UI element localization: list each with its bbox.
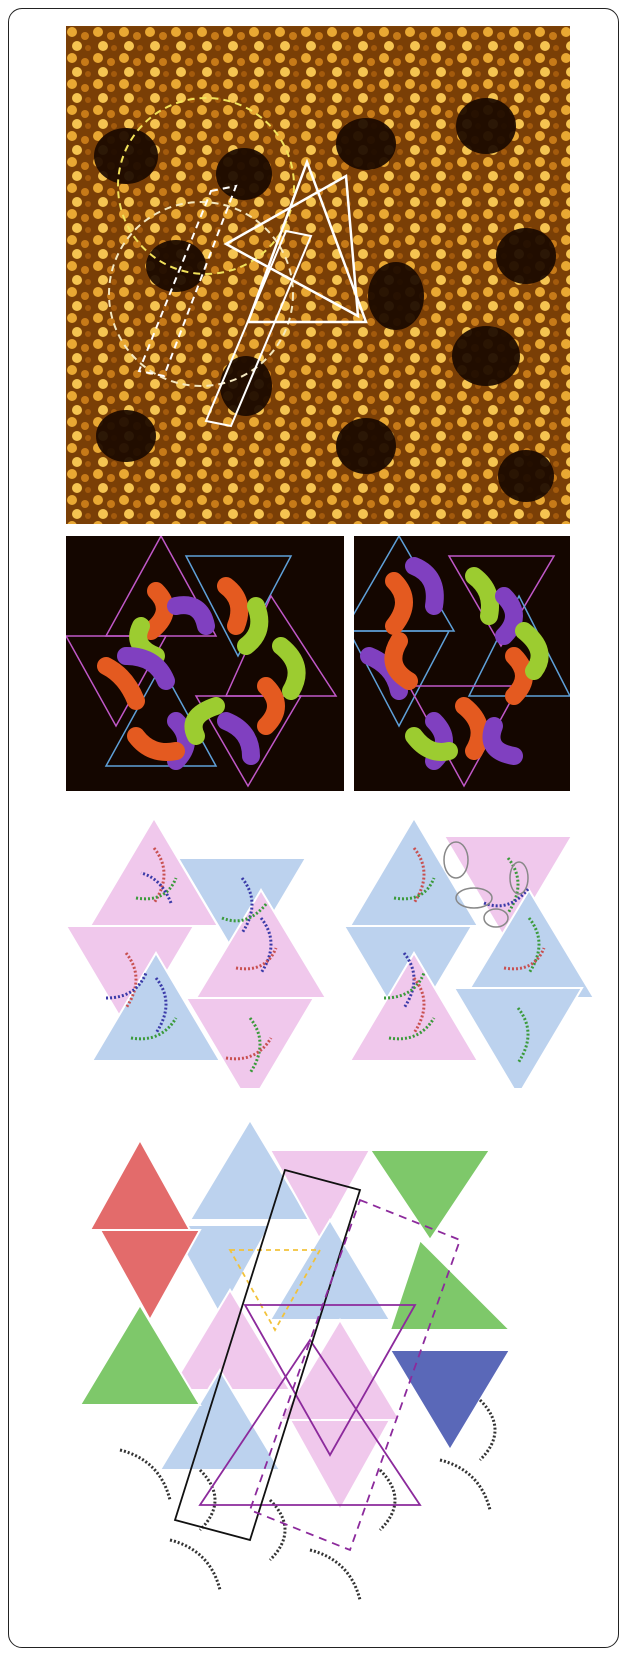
panel-e-molecular-model — [344, 808, 604, 1088]
panel-a-stm-image — [66, 26, 570, 524]
panel-d-triangles — [66, 816, 328, 1088]
panel-a-overlays — [108, 97, 368, 428]
panel-e-molecules — [383, 847, 546, 1064]
panel-d-molecules — [105, 847, 278, 1074]
panel-e-triangles — [344, 816, 596, 1088]
panel-b-molecules — [97, 577, 306, 770]
panel-c-stm-closeup — [354, 536, 570, 791]
figure-frame — [8, 8, 619, 1648]
panel-f-triangles — [78, 1120, 513, 1513]
panel-d-molecular-model — [66, 808, 336, 1088]
panel-b-stm-closeup — [66, 536, 344, 791]
panel-e-highlight-ovals — [443, 841, 529, 928]
panel-f-molecular-model — [60, 1120, 580, 1640]
panel-f-black-molecules — [119, 1398, 497, 1601]
panel-f-overlays — [173, 1168, 462, 1552]
panel-c-molecules — [360, 557, 549, 770]
